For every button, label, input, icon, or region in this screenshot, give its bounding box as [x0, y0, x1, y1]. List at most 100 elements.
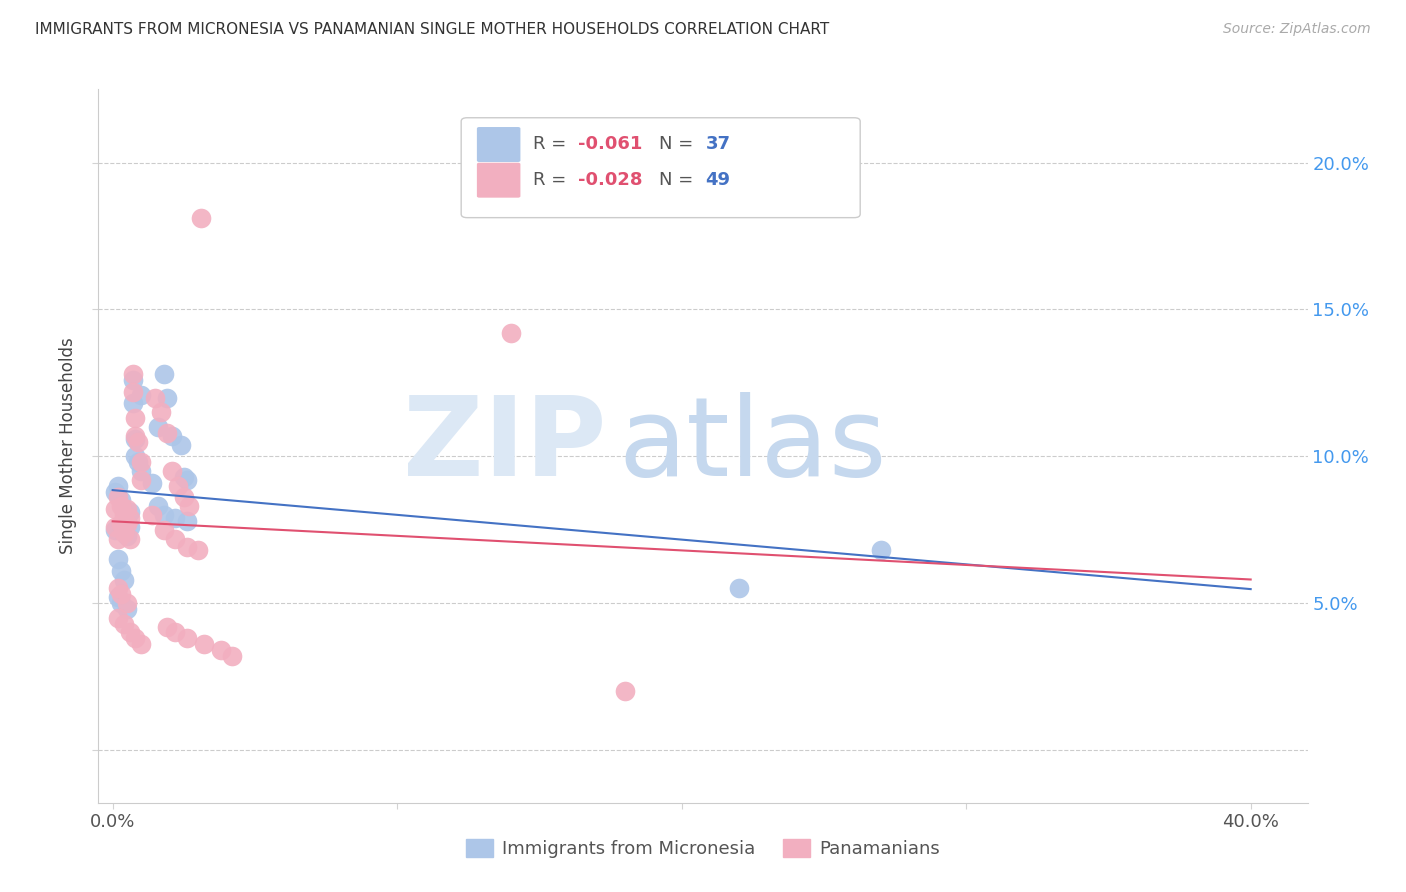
Point: [129, 637, 152, 651]
Point: [176, 473, 198, 487]
Text: N =: N =: [659, 136, 699, 153]
Point: [112, 616, 135, 631]
Point: [110, 596, 132, 610]
Point: [170, 437, 193, 451]
Point: [115, 528, 138, 542]
Point: [176, 541, 198, 555]
Point: [176, 632, 198, 646]
Point: [115, 514, 138, 528]
Point: [124, 450, 146, 464]
Point: [112, 525, 135, 540]
Point: [118, 625, 141, 640]
Point: [107, 552, 129, 566]
Point: [193, 637, 215, 651]
Point: [179, 499, 201, 513]
FancyBboxPatch shape: [477, 162, 520, 198]
Point: [121, 373, 143, 387]
Point: [173, 491, 195, 505]
Point: [112, 502, 135, 516]
Point: [104, 502, 127, 516]
Point: [150, 405, 173, 419]
Point: [115, 516, 138, 531]
Point: [613, 684, 636, 698]
Point: [153, 367, 176, 381]
Point: [499, 326, 522, 340]
Point: [112, 508, 135, 522]
Point: [107, 591, 129, 605]
Point: [156, 425, 179, 440]
Point: [124, 428, 146, 442]
Point: [156, 619, 179, 633]
Point: [110, 516, 132, 531]
Point: [129, 473, 152, 487]
Point: [110, 564, 132, 578]
Point: [104, 484, 127, 499]
Point: [104, 523, 127, 537]
Point: [121, 384, 143, 399]
Point: [107, 491, 129, 505]
Point: [115, 602, 138, 616]
Point: [176, 514, 198, 528]
Point: [127, 455, 149, 469]
Point: [107, 582, 129, 596]
Point: [146, 499, 169, 513]
Point: [118, 505, 141, 519]
Point: [209, 643, 232, 657]
Point: [118, 532, 141, 546]
Point: [156, 391, 179, 405]
Text: IMMIGRANTS FROM MICRONESIA VS PANAMANIAN SINGLE MOTHER HOUSEHOLDS CORRELATION CH: IMMIGRANTS FROM MICRONESIA VS PANAMANIAN…: [35, 22, 830, 37]
Point: [187, 543, 209, 558]
Point: [121, 367, 143, 381]
Point: [124, 432, 146, 446]
Point: [112, 573, 135, 587]
Point: [165, 511, 187, 525]
Y-axis label: Single Mother Households: Single Mother Households: [59, 338, 77, 554]
Point: [129, 455, 152, 469]
Point: [167, 478, 190, 492]
Point: [153, 508, 176, 522]
Point: [143, 391, 166, 405]
Text: 49: 49: [706, 171, 731, 189]
Point: [129, 464, 152, 478]
Point: [107, 478, 129, 492]
Point: [104, 520, 127, 534]
Point: [869, 543, 891, 558]
Point: [124, 411, 146, 425]
Point: [165, 532, 187, 546]
Point: [173, 470, 195, 484]
FancyBboxPatch shape: [461, 118, 860, 218]
Point: [141, 508, 163, 522]
Text: -0.061: -0.061: [578, 136, 643, 153]
Point: [127, 434, 149, 449]
Point: [190, 211, 212, 226]
Point: [146, 420, 169, 434]
Text: ZIP: ZIP: [404, 392, 606, 500]
Point: [107, 611, 129, 625]
Point: [121, 396, 143, 410]
Point: [727, 582, 749, 596]
FancyBboxPatch shape: [477, 127, 520, 162]
Point: [221, 648, 243, 663]
Point: [162, 464, 184, 478]
Point: [110, 499, 132, 513]
Legend: Immigrants from Micronesia, Panamanians: Immigrants from Micronesia, Panamanians: [460, 831, 946, 865]
Text: -0.028: -0.028: [578, 171, 643, 189]
Point: [129, 387, 152, 401]
Point: [124, 632, 146, 646]
Point: [110, 587, 132, 601]
Text: R =: R =: [533, 171, 571, 189]
Text: atlas: atlas: [619, 392, 887, 500]
Point: [153, 523, 176, 537]
Point: [110, 493, 132, 508]
Point: [115, 596, 138, 610]
Point: [118, 511, 141, 525]
Point: [115, 502, 138, 516]
Point: [141, 475, 163, 490]
Point: [162, 428, 184, 442]
Text: 37: 37: [706, 136, 731, 153]
Text: N =: N =: [659, 171, 699, 189]
Point: [118, 520, 141, 534]
Point: [107, 532, 129, 546]
Text: R =: R =: [533, 136, 571, 153]
Text: Source: ZipAtlas.com: Source: ZipAtlas.com: [1223, 22, 1371, 37]
